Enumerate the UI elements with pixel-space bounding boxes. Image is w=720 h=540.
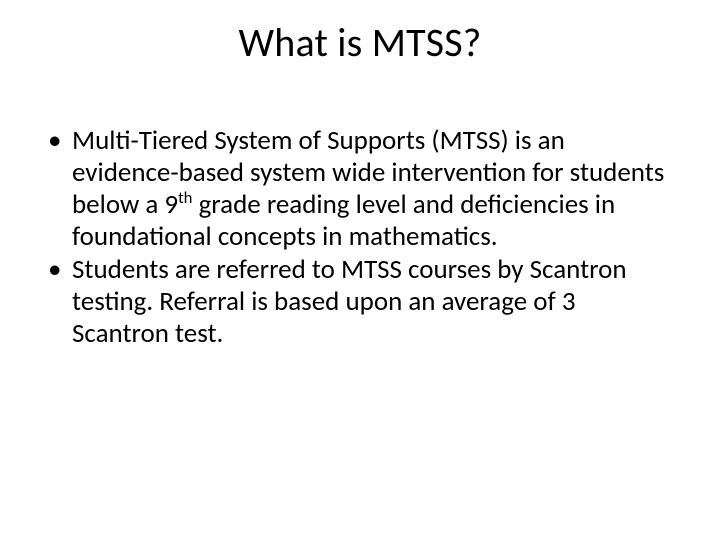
slide-body: Multi-Tiered System of Supports (MTSS) i… — [44, 125, 676, 352]
slide-title: What is MTSS? — [0, 18, 720, 67]
bullet-item: Students are referred to MTSS courses by… — [44, 254, 676, 350]
slide: What is MTSS? Multi-Tiered System of Sup… — [0, 0, 720, 540]
bullet-list: Multi-Tiered System of Supports (MTSS) i… — [44, 125, 676, 350]
bullet-item: Multi-Tiered System of Supports (MTSS) i… — [44, 125, 676, 252]
